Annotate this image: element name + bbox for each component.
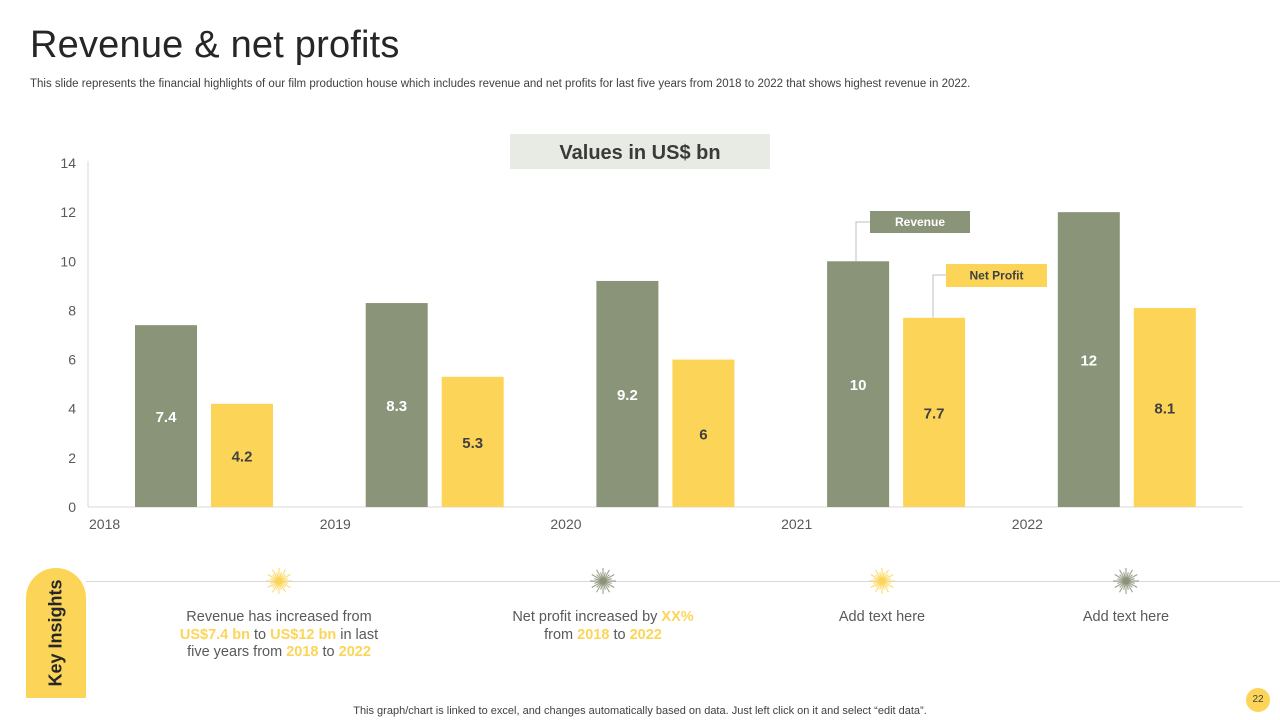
x-tick-label: 2021 — [781, 516, 812, 532]
burst-icon — [590, 568, 616, 594]
net-profit-bar — [903, 317, 966, 507]
revenue-value-label: 10 — [850, 377, 867, 394]
y-tick-label: 12 — [60, 204, 76, 220]
net-profit-bar — [441, 376, 504, 507]
y-tick-label: 6 — [68, 352, 76, 368]
insight-highlight: 2022 — [338, 644, 371, 660]
revenue-profit-chart[interactable]: 0 2 4 6 8 10 12 14 2018 2019 2020 2021 2022 7.4 8.3 9.… — [0, 0, 1280, 560]
insight-placeholder-1[interactable]: Add text here — [767, 609, 997, 627]
insight-highlight: 2018 — [577, 626, 610, 643]
revenue-bar — [827, 261, 890, 507]
revenue-bar — [135, 325, 197, 507]
slide-title: Revenue & net profits — [30, 24, 400, 66]
net-profit-value-label: 6 — [699, 426, 707, 443]
insight-text: to — [249, 626, 271, 643]
callout-box — [870, 211, 970, 233]
revenue-bar — [365, 303, 428, 507]
insight-net-profit: Net profit increased by XX% from 2018 to… — [488, 609, 718, 644]
insight-highlight: XX% — [661, 609, 694, 625]
insight-text: to — [318, 644, 339, 660]
burst-center — [1122, 577, 1130, 585]
chart-callouts: Revenue Net Profit — [855, 211, 1047, 318]
insight-text[interactable]: Add text here — [838, 609, 926, 625]
revenue-value-label: 7.4 — [156, 409, 178, 426]
chart-title-background — [510, 134, 770, 169]
callout-label: Net Profit — [970, 269, 1024, 283]
insight-revenue: Revenue has increased from US$7.4 bn to … — [164, 609, 394, 662]
insight-placeholder-2[interactable]: Add text here — [1011, 609, 1241, 627]
insight-highlight: 2018 — [286, 644, 319, 660]
net-profit-value-label: 7.7 — [924, 405, 945, 422]
key-insights-badge: Key Insights — [26, 568, 86, 698]
burst-icon — [869, 568, 895, 594]
burst-center — [878, 577, 886, 585]
revenue-value-label: 9.2 — [617, 387, 638, 404]
chart-title: Values in US$ bn — [559, 142, 720, 164]
burst-icon — [266, 568, 292, 594]
insight-text[interactable]: Add text here — [1082, 609, 1170, 625]
callout-leader-line — [855, 221, 870, 262]
callout-leader-line — [932, 274, 946, 318]
net-profit-bar — [1133, 307, 1196, 507]
insight-highlight: 2022 — [629, 626, 662, 643]
y-tick-label: 0 — [68, 499, 76, 515]
revenue-bar — [1057, 212, 1120, 507]
net-profit-bar — [672, 359, 735, 507]
key-insights-label: Key Insights — [45, 579, 66, 687]
slide-subtitle: This slide represents the financial high… — [30, 78, 971, 90]
x-tick-label: 2020 — [550, 516, 581, 532]
y-tick-label: 4 — [68, 401, 76, 417]
y-tick-label: 14 — [60, 155, 76, 171]
insight-text: Revenue has increased from — [186, 609, 372, 625]
y-tick-label: 10 — [60, 253, 76, 269]
net-profit-value-label: 8.1 — [1154, 400, 1175, 417]
revenue-value-label: 12 — [1080, 353, 1097, 370]
chart-axes: 0 2 4 6 8 10 12 14 2018 2019 2020 2021 2022 — [60, 155, 1243, 532]
footer-note: This graph/chart is linked to excel, and… — [353, 705, 927, 717]
net-profit-bar — [211, 403, 273, 507]
net-profit-value-label: 5.3 — [462, 435, 483, 452]
burst-center — [599, 577, 607, 585]
insights-divider — [86, 581, 1280, 582]
x-tick-label: 2019 — [320, 516, 351, 532]
x-tick-label: 2022 — [1012, 516, 1043, 532]
revenue-value-label: 8.3 — [386, 398, 407, 415]
burst-center — [275, 577, 283, 585]
burst-icon — [1113, 568, 1139, 594]
callout-label: Revenue — [895, 215, 945, 229]
revenue-bar — [596, 280, 659, 507]
y-tick-label: 8 — [68, 302, 76, 318]
insight-text: Net profit increased by — [512, 609, 662, 625]
y-tick-label: 2 — [68, 450, 76, 466]
insight-highlight: US$12 bn — [270, 626, 337, 643]
callout-box — [946, 264, 1047, 287]
insight-text: five years from — [187, 644, 287, 660]
page-number: 22 — [1246, 688, 1270, 712]
chart-bars — [135, 212, 1196, 507]
net-profit-value-label: 4.2 — [232, 448, 253, 465]
insight-text: from — [544, 626, 578, 643]
x-tick-label: 2018 — [89, 516, 120, 532]
chart-data-labels: 7.4 8.3 9.2 10 12 4.2 5.3 6 7.7 8.1 — [156, 353, 1176, 466]
insight-text: to — [609, 626, 630, 643]
insight-text: in last — [336, 626, 379, 643]
chart-title-box: Values in US$ bn — [510, 134, 770, 169]
insight-highlight: US$7.4 bn — [179, 626, 250, 643]
